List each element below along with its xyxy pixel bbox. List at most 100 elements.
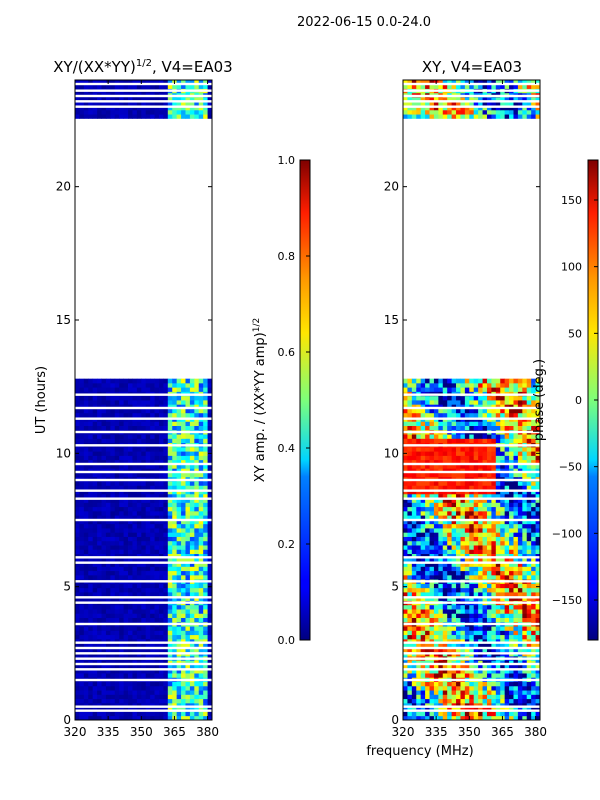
heatmap-cell [181,109,186,115]
heatmap-cell [407,664,413,670]
heatmap-cell [181,510,186,516]
heatmap-cell [176,387,182,392]
heatmap-cell [136,617,142,623]
heatmap-cell [464,638,470,644]
heatmap-cell [176,673,182,678]
heatmap-cell [504,596,510,601]
heatmap-cell [158,421,164,426]
missing-data-row [75,646,212,650]
heatmap-cell [407,519,413,525]
heatmap-cell [526,587,532,593]
heatmap-cell [83,395,89,401]
heatmap-cell [167,105,173,111]
heatmap-cell [478,574,483,580]
amplitude-plot-frame [74,79,213,721]
heatmap-cell [504,613,510,618]
heatmap-cell [203,626,208,631]
heatmap-cell [150,84,155,89]
heatmap-cell [189,694,195,700]
heatmap-cell [433,459,439,465]
heatmap-cell [438,459,444,465]
heatmap-cell [194,685,200,691]
heatmap-cell [526,472,532,478]
heatmap-cell [425,434,430,439]
heatmap-cell [150,400,155,405]
heatmap-cell [500,685,506,691]
heatmap-cell [482,664,488,670]
heatmap-cell [517,489,523,495]
heatmap-cell [92,438,98,444]
heatmap-cell [198,613,204,618]
heatmap-cell [189,408,195,414]
heatmap-cell [198,702,204,708]
heatmap-cell [158,702,164,708]
heatmap-cell [420,434,426,439]
heatmap-cell [150,583,155,589]
heatmap-cell [172,681,178,687]
heatmap-cell [416,459,422,465]
heatmap-cell [154,638,160,644]
heatmap-cell [132,502,138,508]
heatmap-cell [172,105,178,111]
heatmap-cell [416,506,422,512]
heatmap-cell [136,570,142,576]
heatmap-cell [83,434,89,439]
heatmap-cell [451,446,457,452]
heatmap-cell [451,464,457,469]
heatmap-cell [407,690,413,695]
heatmap-cell [181,702,186,708]
heatmap-cell [172,400,178,405]
heatmap-cell [526,485,532,490]
heatmap-cell [451,596,457,601]
heatmap-cell [526,664,532,670]
heatmap-cell [500,673,506,678]
heatmap-cell [504,681,510,687]
heatmap-cell [407,557,413,563]
heatmap-cell [110,532,116,537]
heatmap-cell [482,613,488,618]
heatmap-cell [145,570,151,576]
heatmap-cell [75,455,80,461]
heatmap-cell [75,97,80,102]
heatmap-cell [473,485,479,490]
heatmap-cell [83,404,89,409]
heatmap-cell [420,472,426,478]
heatmap-cell [154,660,160,665]
heatmap-cell [92,613,98,618]
heatmap-cell [517,515,523,520]
heatmap-cell [172,613,178,618]
heatmap-cell [141,681,147,687]
heatmap-cell [123,97,129,102]
heatmap-cell [429,434,435,439]
heatmap-cell [478,613,483,618]
heatmap-cell [411,702,417,708]
heatmap-cell [433,498,439,503]
heatmap-cell [416,532,422,537]
heatmap-cell [509,660,514,665]
heatmap-cell [526,681,532,687]
heatmap-cell [438,502,444,508]
heatmap-cell [469,570,475,576]
heatmap-cell [469,498,475,503]
heatmap-cell [517,528,523,533]
heatmap-cell [167,715,173,721]
heatmap-cell [123,400,129,405]
heatmap-cell [97,673,102,678]
heatmap-cell [185,515,191,520]
heatmap-cell [411,502,417,508]
heatmap-cell [88,472,94,478]
heatmap-cell [189,438,195,444]
heatmap-cell [172,574,178,580]
heatmap-cell [163,408,169,414]
heatmap-cell [491,596,497,601]
heatmap-cell [411,455,417,461]
heatmap-cell [207,515,213,520]
heatmap-cell [101,464,107,469]
heatmap-cell [88,545,94,550]
heatmap-cell [123,387,129,392]
heatmap-cell [535,510,541,516]
heatmap-cell [167,114,173,119]
heatmap-cell [136,549,142,554]
heatmap-cell [451,630,457,636]
heatmap-cell [478,485,483,490]
